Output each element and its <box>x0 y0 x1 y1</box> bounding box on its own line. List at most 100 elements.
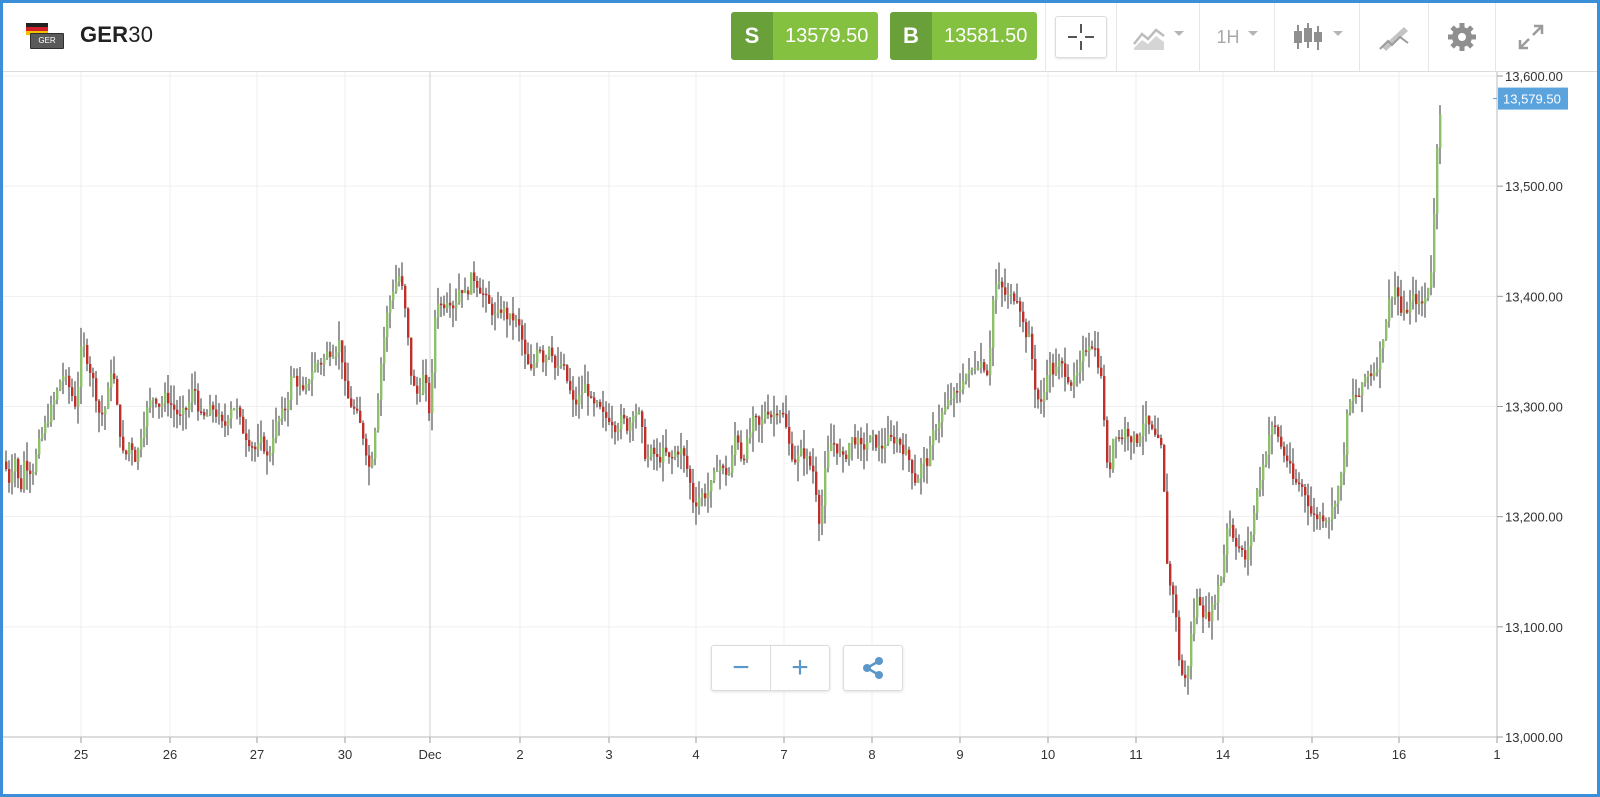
indicators-button[interactable] <box>1116 3 1199 71</box>
candle <box>200 411 203 413</box>
candle <box>626 418 629 431</box>
candle <box>1163 445 1166 492</box>
fullscreen-button[interactable] <box>1495 3 1566 71</box>
candle <box>398 276 401 283</box>
candle <box>668 452 671 457</box>
timeframe-button[interactable]: 1H <box>1199 3 1274 71</box>
flag-chip: GER <box>30 33 64 49</box>
symbol-rest: 30 <box>128 22 154 47</box>
settings-button[interactable] <box>1428 3 1495 71</box>
candle <box>1160 438 1163 446</box>
candle <box>377 399 380 431</box>
candle <box>1019 301 1022 312</box>
candle <box>1433 213 1436 273</box>
candle <box>539 349 542 352</box>
x-tick-label: 25 <box>74 747 88 762</box>
x-tick-label: 30 <box>338 747 352 762</box>
candle <box>116 379 119 405</box>
candle <box>1244 550 1247 560</box>
candle <box>122 436 125 451</box>
candle <box>32 471 35 475</box>
candle <box>1226 528 1229 555</box>
candle <box>1250 534 1253 547</box>
candle <box>356 408 359 411</box>
candle <box>542 350 545 363</box>
candle <box>974 367 977 370</box>
candle <box>713 471 716 481</box>
candle <box>470 272 473 295</box>
candle <box>425 374 428 384</box>
candle <box>218 414 221 417</box>
candle <box>1277 426 1280 437</box>
candle <box>245 433 248 440</box>
candle <box>500 309 503 313</box>
candle <box>554 355 557 368</box>
sell-button[interactable]: S 13579.50 <box>731 12 879 60</box>
candle <box>14 458 17 472</box>
candle <box>710 480 713 492</box>
zoom-controls: − + <box>711 645 830 691</box>
instrument-header: GER GER30 <box>24 20 153 50</box>
candle <box>1313 513 1316 516</box>
candle <box>1376 369 1379 372</box>
candle <box>608 417 611 422</box>
candle <box>1115 437 1118 439</box>
instrument-flag-icon: GER <box>24 21 64 49</box>
candle <box>1106 420 1109 463</box>
candle <box>359 410 362 423</box>
candle <box>284 408 287 411</box>
candle <box>1400 296 1403 313</box>
candle <box>107 387 110 409</box>
candle <box>1121 437 1124 440</box>
candle <box>47 422 50 424</box>
candle <box>875 434 878 448</box>
candle <box>635 411 638 416</box>
candle <box>125 450 128 455</box>
price-chart[interactable]: 13,000.00 13,100.00 13,200.00 13,300.00 13,4… <box>3 72 1597 794</box>
candle <box>1049 362 1052 376</box>
candle <box>530 364 533 369</box>
candle <box>371 458 374 467</box>
candle <box>1415 294 1418 305</box>
candle <box>299 385 302 387</box>
candle <box>1100 367 1103 377</box>
candle <box>935 428 938 431</box>
candle <box>614 425 617 433</box>
candle <box>1142 423 1145 437</box>
crosshair-button[interactable] <box>1045 3 1116 71</box>
candle <box>815 471 818 495</box>
candle <box>1157 434 1160 439</box>
candle <box>653 447 656 455</box>
buy-button[interactable]: B 13581.50 <box>890 12 1038 60</box>
candle <box>236 407 239 410</box>
candle <box>164 392 167 404</box>
candle <box>1055 366 1058 375</box>
x-tick-label: 16 <box>1392 747 1406 762</box>
candle <box>11 471 14 483</box>
candle <box>173 404 176 410</box>
candle <box>158 403 161 407</box>
candle <box>989 347 992 376</box>
candle <box>1061 360 1064 364</box>
candle <box>383 337 386 364</box>
x-tick-label: 15 <box>1305 747 1319 762</box>
candle <box>74 396 77 407</box>
chart-type-button[interactable] <box>1274 3 1359 71</box>
candle <box>860 437 863 445</box>
candle <box>311 371 314 380</box>
candle <box>1079 361 1082 373</box>
candle <box>1016 301 1019 303</box>
candle <box>1175 594 1178 618</box>
candle <box>1358 395 1361 398</box>
share-button[interactable] <box>844 646 902 690</box>
candle <box>1238 546 1241 549</box>
draw-tools-button[interactable] <box>1359 3 1428 71</box>
zoom-in-button[interactable]: + <box>770 646 829 690</box>
sell-price: 13579.50 <box>773 12 879 60</box>
price-tag <box>1498 87 1568 110</box>
candle <box>959 389 962 393</box>
candle <box>305 383 308 390</box>
zoom-out-button[interactable]: − <box>732 651 750 684</box>
candle <box>896 439 899 444</box>
candle <box>602 406 605 412</box>
